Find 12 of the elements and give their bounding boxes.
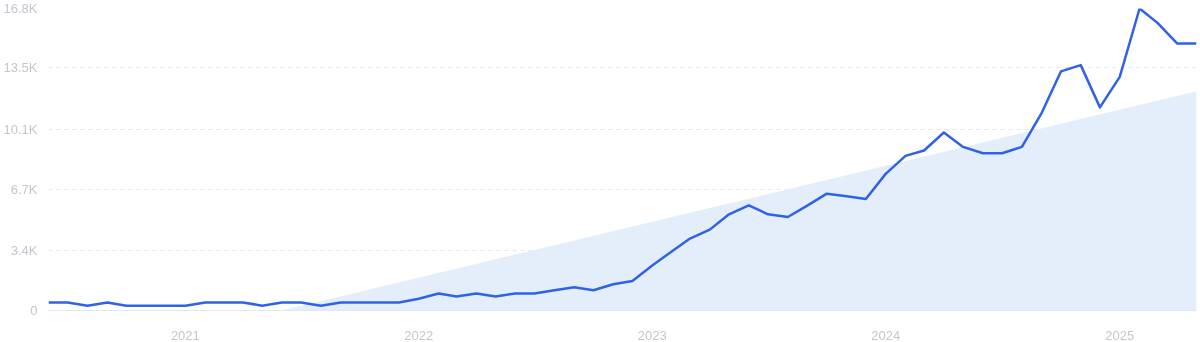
x-tick-label: 2022	[404, 327, 434, 342]
x-tick-label: 2025	[1105, 327, 1135, 342]
y-tick-label: 10.1K	[3, 121, 38, 137]
x-tick-label: 2023	[637, 327, 667, 342]
line-series	[48, 8, 1197, 307]
y-tick-label: 3.4K	[10, 242, 38, 258]
x-tick-label: 2024	[871, 327, 901, 342]
y-tick-label: 0	[30, 303, 38, 318]
x-tick-label: 2021	[170, 327, 200, 342]
y-tick-label: 6.7K	[10, 182, 38, 198]
y-tick-label: 16.8K	[3, 1, 38, 16]
y-tick-label: 13.5K	[3, 60, 38, 76]
